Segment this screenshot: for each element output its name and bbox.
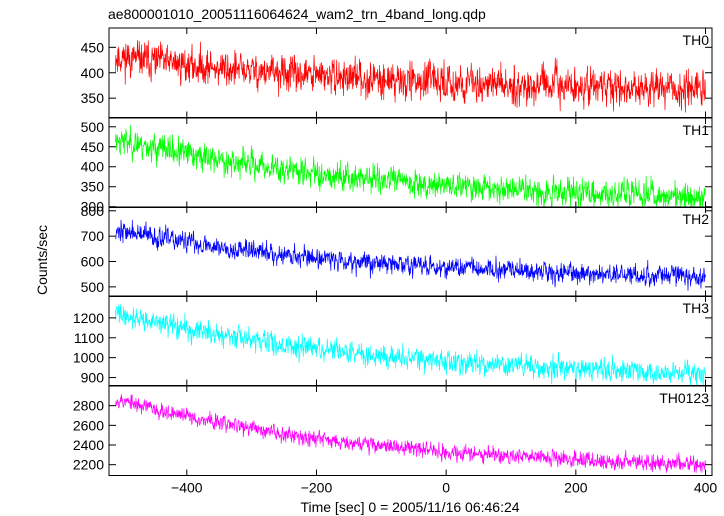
y-tick-label: 450 <box>81 39 105 55</box>
panel-frame <box>108 385 713 476</box>
x-tick-label: −200 <box>301 480 333 496</box>
x-tick-label: 200 <box>564 480 588 496</box>
y-tick-label: 500 <box>81 279 105 295</box>
y-tick-label: 500 <box>81 119 105 135</box>
panel-frame <box>108 206 713 297</box>
panel-th0: 350 400 450 TH0 <box>81 27 713 118</box>
x-axis: −400 −200 0 200 400 <box>171 480 717 496</box>
y-tick-label: 2800 <box>73 398 104 414</box>
y-tick-label: 300 <box>81 199 105 215</box>
panel-th1: 300 350 400 450 500 TH1 <box>81 117 713 215</box>
panel-label: TH1 <box>683 122 710 138</box>
x-tick-label: 400 <box>694 480 718 496</box>
y-tick-label: 800 <box>81 203 105 219</box>
panel-label: TH0 <box>683 32 710 48</box>
panel-th2: 500 600 700 800 TH2 <box>81 203 713 297</box>
y-tick-label: 2600 <box>73 417 104 433</box>
y-tick-label: 400 <box>81 65 105 81</box>
y-tick-label: 700 <box>81 228 105 244</box>
panel-label: TH0123 <box>659 390 709 406</box>
chart-title: ae800001010_20051116064624_wam2_trn_4ban… <box>108 6 486 22</box>
y-tick-label: 2400 <box>73 437 104 453</box>
y-tick-label: 350 <box>81 90 105 106</box>
series-th0 <box>115 39 706 113</box>
x-tick-label: −400 <box>171 480 203 496</box>
panel-th3: 900 1000 1100 1200 TH3 <box>73 295 713 386</box>
y-tick-label: 600 <box>81 254 105 270</box>
y-tick-label: 1000 <box>73 350 104 366</box>
series-th2 <box>115 219 706 291</box>
x-tick-label: 0 <box>442 480 450 496</box>
series-th3 <box>115 303 706 386</box>
panel-th0123: 2200 2400 2600 2800 TH0123 <box>73 385 713 476</box>
panels: 350 400 450 TH0 300 350 400 450 500 TH1 500 600 700 8… <box>73 27 713 476</box>
y-tick-label: 350 <box>81 179 105 195</box>
y-tick-label: 900 <box>81 370 105 386</box>
y-tick-label: 1100 <box>74 330 104 346</box>
panel-label: TH2 <box>683 211 710 227</box>
y-tick-label: 2200 <box>73 457 104 473</box>
y-axis-label: Counts/sec <box>34 225 50 295</box>
y-tick-label: 400 <box>81 159 105 175</box>
panel-label: TH3 <box>683 300 710 316</box>
series-th1 <box>115 124 706 208</box>
y-tick-label: 450 <box>81 139 105 155</box>
series-th0123 <box>115 394 706 473</box>
y-tick-label: 1200 <box>73 310 104 326</box>
x-axis-label: Time [sec] 0 = 2005/11/16 06:46:24 <box>300 499 519 515</box>
